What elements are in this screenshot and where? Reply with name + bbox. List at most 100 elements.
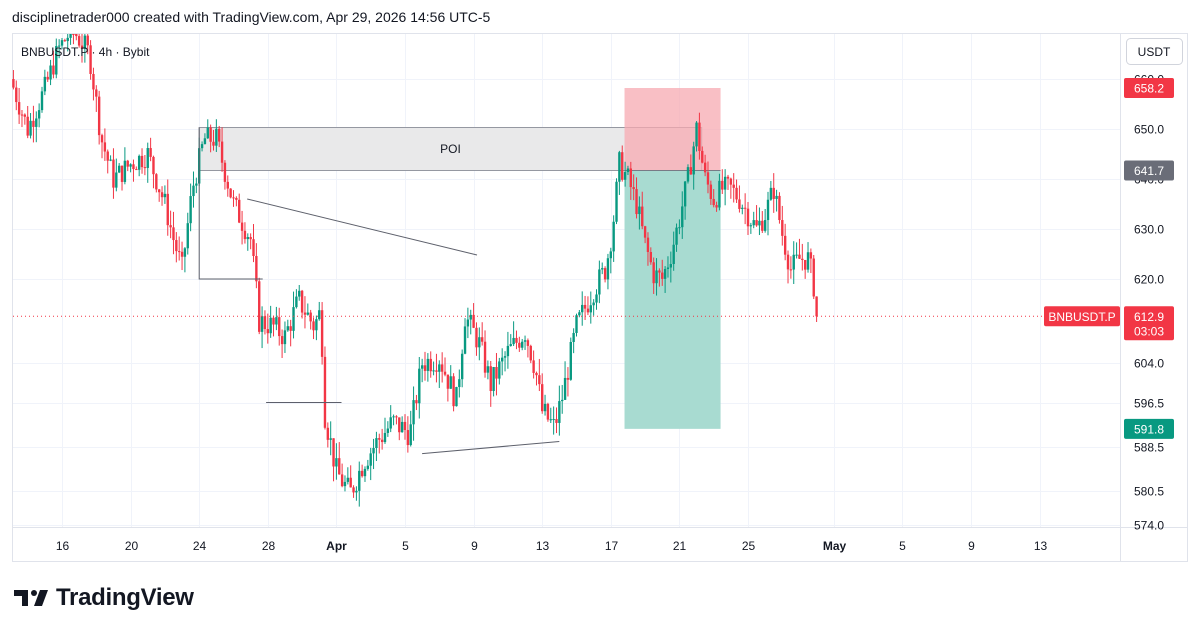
candle-body [578,312,581,316]
candle-body [698,122,701,151]
candle-body [95,89,98,97]
candle-body [363,468,367,477]
candle-body [226,181,229,189]
candle-body [72,34,75,35]
candle-body [320,310,324,357]
candle-body [752,220,755,226]
candle-body [561,399,564,402]
candle-body [366,465,370,469]
candle-body [252,239,255,256]
time-tick-label: 13 [1034,539,1048,553]
candle-body [469,314,472,320]
candle-body [289,326,292,331]
candle-body [801,258,804,261]
candle-body [749,225,753,227]
time-tick-label: 21 [673,539,687,553]
candle-body [498,361,501,379]
candle-body [43,76,47,92]
candle-body [438,364,441,372]
candle-body [746,208,750,227]
trend-line [247,198,478,256]
candle-body [255,255,258,282]
candle-body [729,178,733,185]
price-tick-label: 620.0 [1134,273,1164,287]
candle-body [332,438,335,467]
candle-body [489,366,492,392]
candle-body [280,336,284,345]
time-tick-label: 9 [968,539,975,553]
candle-body [726,176,730,179]
candle-body [492,367,495,392]
candle-body [712,198,715,206]
candle-body [258,281,261,332]
candle-body [806,252,810,270]
candle-body [160,192,164,198]
candle-body [472,314,475,328]
candle-body [632,187,635,190]
candle-body [183,248,187,257]
candle-body [803,260,807,270]
candle-body [786,254,790,270]
candle-body [655,270,658,284]
candle-body [546,403,550,420]
tradingview-logo-icon [14,590,48,606]
candle-body [155,174,158,190]
candle-body [46,76,49,80]
candle-body [409,424,412,446]
candle-body [195,183,198,186]
candle-body [615,181,618,222]
candle-body [149,148,152,157]
candle-body [200,144,204,149]
grid [13,34,1120,527]
candle-body [100,135,104,143]
candle-body [318,310,321,320]
candle-body [798,254,801,259]
candle-body [352,487,355,493]
symbol-tag-box [1044,306,1120,327]
candle-body [678,227,681,229]
poi-zone [198,127,703,171]
price-label: 591.8 [1134,422,1164,436]
candle-body [109,159,112,161]
candle-body [566,377,570,380]
candle-body [758,220,761,226]
candle-body [172,227,175,241]
currency-button[interactable]: USDT [1126,38,1183,65]
candle-body [29,120,32,136]
candle-body [86,35,89,46]
candle-body [661,272,664,279]
candle-body [463,326,467,354]
candle-body [240,222,244,231]
candle-body [303,312,307,315]
candle-body [689,167,693,175]
price-label-box [1124,78,1174,98]
candle-body [718,180,721,208]
price-tick-label: 596.5 [1134,397,1164,411]
candle-body [329,438,332,440]
candle-body [555,419,558,423]
candle-body [57,45,61,47]
candle-body [686,167,690,182]
candle-body [549,419,552,421]
candle-body [292,307,295,331]
candle-body [763,220,767,231]
candle-body [429,358,432,372]
time-tick-label: 13 [536,539,550,553]
candle-body [192,185,195,197]
time-tick-label: 5 [899,539,906,553]
time-tick-label: 9 [471,539,478,553]
candle-body [298,290,301,297]
tradingview-logo[interactable]: TradingView [14,584,194,612]
candle-body [157,189,161,193]
candle-body [575,315,578,333]
candle-body [663,269,667,279]
candle-body [398,417,401,433]
candle-body [400,421,404,433]
candle-body [232,197,235,199]
candle-body [523,340,527,342]
candle-body [386,428,390,433]
candle-body [772,187,775,199]
candle-body [137,155,141,170]
candle-body [572,332,575,342]
